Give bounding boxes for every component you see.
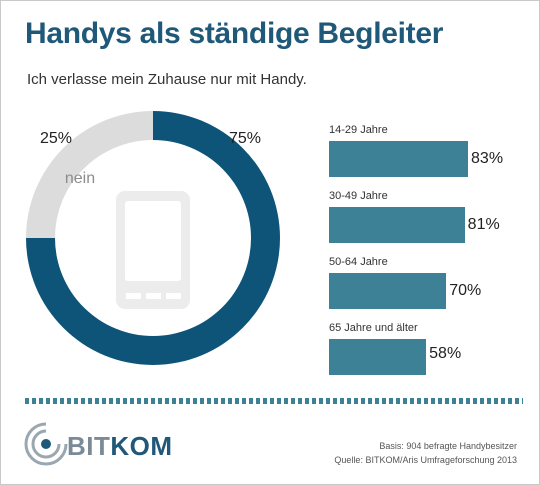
dashed-divider bbox=[25, 398, 523, 404]
bar-label: 65 Jahre und älter bbox=[329, 322, 418, 334]
bitkom-logo: BITKOM bbox=[67, 431, 173, 461]
slice-value-ja: 75% bbox=[229, 130, 261, 147]
bar-label: 50-64 Jahre bbox=[329, 256, 388, 268]
slice-label-ja: ja bbox=[213, 167, 227, 184]
slice-label-nein: nein bbox=[65, 170, 95, 187]
chart-title: Handys als ständige Begleiter bbox=[25, 17, 444, 50]
bar-value-label: 81% bbox=[467, 216, 500, 233]
chart-subtitle: Ich verlasse mein Zuhause nur mit Handy. bbox=[27, 71, 307, 88]
bar bbox=[329, 207, 465, 243]
source-basis: Basis: 904 befragte Handybesitzer bbox=[379, 441, 517, 451]
source-quelle: Quelle: BITKOM/Aris Umfrageforschung 201… bbox=[334, 455, 517, 465]
bar-label: 14-29 Jahre bbox=[329, 124, 388, 136]
donut-chart: ja nein 75% 25% bbox=[26, 111, 280, 365]
bar-label: 30-49 Jahre bbox=[329, 190, 388, 202]
slice-value-nein: 25% bbox=[40, 130, 72, 147]
smartphone-icon bbox=[116, 191, 190, 309]
bitkom-logo-icon bbox=[24, 422, 68, 466]
bar-value-label: 83% bbox=[471, 150, 504, 167]
donut-slices bbox=[26, 111, 280, 365]
bar bbox=[329, 339, 427, 375]
bar-value-label: 70% bbox=[449, 282, 482, 299]
bar bbox=[329, 273, 447, 309]
donut-slice-nein bbox=[26, 111, 153, 238]
bar-value-label: 58% bbox=[429, 345, 462, 362]
bar bbox=[329, 141, 469, 177]
